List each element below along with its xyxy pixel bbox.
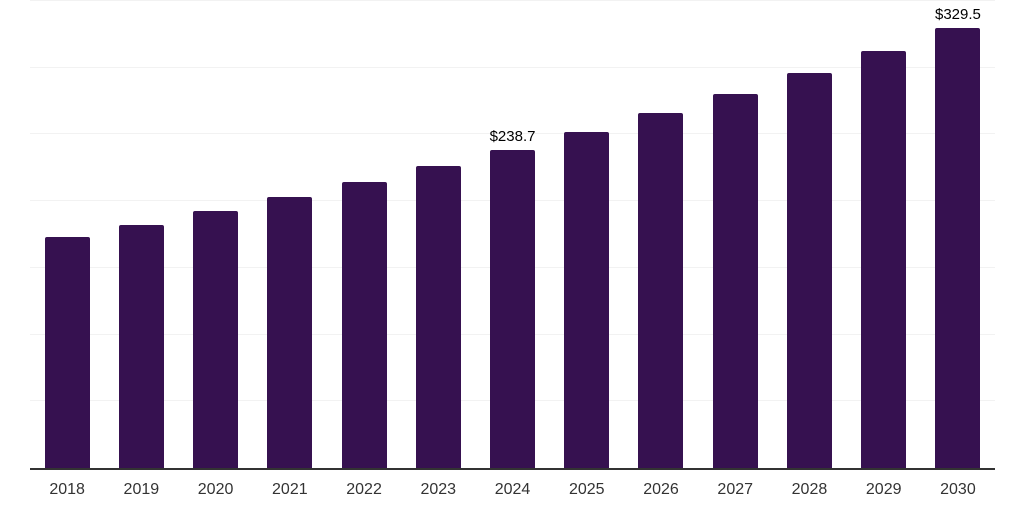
- bar-2025: [564, 131, 610, 468]
- x-tick-2018: 2018: [49, 481, 85, 498]
- bar-slot-2025: [550, 1, 624, 468]
- x-tick-2025: 2025: [568, 481, 605, 498]
- bar-slot-2019: [104, 1, 178, 468]
- x-tick-2022: 2022: [346, 481, 382, 498]
- bar-slot-2026: [624, 1, 698, 468]
- x-tick-2029: 2029: [865, 481, 902, 498]
- bar-2029: [861, 51, 907, 468]
- bar-2027: [712, 93, 758, 468]
- x-tick-2023: 2023: [420, 481, 457, 498]
- bar-slot-2018: [30, 1, 104, 468]
- bar-2023: [415, 166, 461, 468]
- plot-area: $238.7 $329.5: [30, 0, 995, 470]
- bar-slot-2023: [401, 1, 475, 468]
- x-tick-2019: 2019: [123, 481, 160, 498]
- x-tick-2021: 2021: [272, 481, 308, 498]
- bar-slot-2021: [253, 1, 327, 468]
- bar-2019: [118, 224, 164, 468]
- x-tick-2024: 2024: [494, 481, 531, 498]
- bar-2020: [193, 211, 239, 468]
- gridline-300: [30, 66, 995, 68]
- gridline-350: [30, 0, 995, 1]
- bar-2026: [638, 113, 684, 468]
- bars: $238.7 $329.5: [30, 1, 995, 468]
- bar-slot-2027: [698, 1, 772, 468]
- bar-2021: [267, 196, 313, 468]
- bar-2018: [44, 237, 90, 468]
- bar-slot-2028: [772, 1, 846, 468]
- x-tick-2020: 2020: [197, 481, 234, 498]
- bar-2024: [490, 149, 536, 468]
- bar-slot-2022: [327, 1, 401, 468]
- bar-slot-2020: [178, 1, 252, 468]
- bar-2030: [935, 28, 981, 468]
- gridline-250: [30, 133, 995, 135]
- bar-slot-2030: $329.5: [921, 1, 995, 468]
- x-tick-2030: 2030: [940, 481, 976, 498]
- x-tick-2028: 2028: [791, 481, 828, 498]
- bar-slot-2029: [847, 1, 921, 468]
- x-axis-labels: 2018 2019 2020 2021 2022 2023 2024 2025 2026 2027…: [30, 480, 995, 500]
- x-tick-2026: 2026: [643, 481, 679, 498]
- data-label-2030: $329.5: [934, 6, 981, 24]
- x-tick-2027: 2027: [717, 481, 754, 498]
- bar-slot-2024: $238.7: [475, 1, 549, 468]
- data-label-2024: $238.7: [489, 127, 536, 145]
- bar-2028: [786, 73, 832, 468]
- bar-2022: [341, 181, 387, 468]
